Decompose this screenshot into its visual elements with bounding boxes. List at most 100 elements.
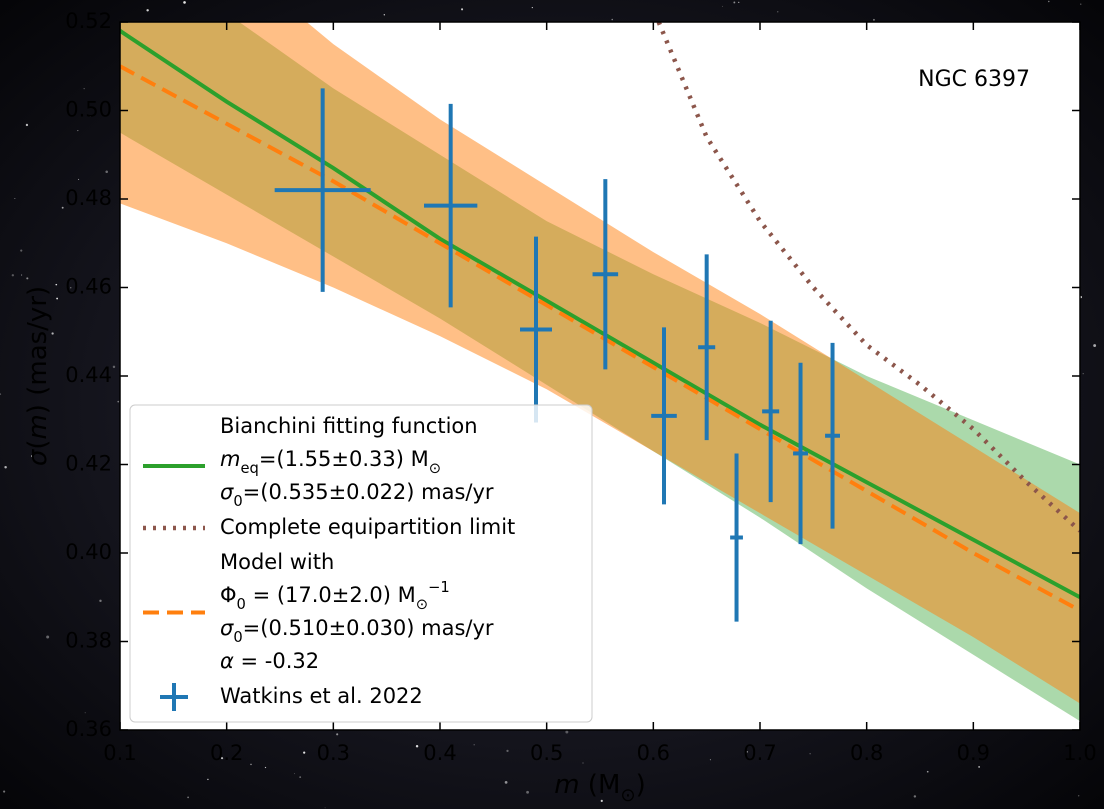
star [324,807,326,809]
star [26,277,29,280]
star [61,206,64,209]
star [14,197,16,200]
star [733,1,736,4]
legend-label: meq=(1.55±0.33) M⊙ [220,447,441,477]
star [565,730,569,734]
text-part: ( [23,440,53,450]
star [1077,795,1080,797]
star [117,400,120,403]
star [0,393,2,396]
y-tick-label: 0.52 [65,9,112,33]
star [89,115,91,117]
star [31,454,34,458]
text-part: =(1.55±0.33) M [259,447,429,471]
legend-label: Model with [220,550,334,574]
legend-box [129,404,593,723]
star [809,753,811,755]
star [51,332,54,335]
text-part: σ [23,448,53,466]
text-part: =(0.510±0.030) mas/yr [243,616,494,640]
star [303,751,306,754]
star [738,1,740,3]
star [105,170,108,174]
y-tick-label: 0.44 [65,363,112,387]
y-tick-label: 0.36 [65,717,112,741]
text-part: m [554,770,579,800]
star [506,749,509,753]
legend-label: Watkins et al. 2022 [220,684,423,708]
x-tick-label: 0.1 [103,741,136,765]
x-tick-label: 0.2 [210,741,243,765]
star [1048,0,1050,3]
text-part: Watkins et al. 2022 [220,684,423,708]
legend-label: Φ0 = (17.0±2.0) M⊙−1 [220,579,450,613]
y-tick-label: 0.50 [65,98,112,122]
text-part: m [220,447,240,471]
star [722,5,723,7]
star [187,796,189,799]
star [926,770,929,773]
star [611,18,613,21]
text-part: 0 [233,629,242,646]
text-part: Complete equipartition limit [220,515,515,539]
text-part: σ [220,480,234,504]
star [77,130,79,132]
x-tick-label: 0.9 [957,741,990,765]
x-tick-label: 0.8 [850,741,883,765]
star [461,8,464,11]
text-part: =(0.535±0.022) mas/yr [243,480,494,504]
star [709,759,711,761]
star [78,178,80,181]
star [336,733,339,736]
text-part: = (17.0±2.0) M [246,583,416,607]
confidence-band [120,22,1080,704]
legend-label: α = -0.32 [220,649,319,673]
star [1080,3,1082,5]
x-tick-label: 0.6 [637,741,670,765]
y-tick-label: 0.40 [65,540,112,564]
star [746,751,748,753]
y-tick-label: 0.42 [65,452,112,476]
star [526,790,529,794]
x-tick-label: 0.5 [530,741,563,765]
star [146,9,149,12]
star [20,249,23,252]
star [582,762,584,764]
star [112,365,116,369]
y-tick-label: 0.48 [65,186,112,210]
star [83,88,85,90]
text-part: ⊙ [429,460,441,477]
legend-label: Complete equipartition limit [220,515,515,539]
star [1082,373,1084,375]
y-axis-label: σ(m) (mas/yr) [23,286,53,466]
star [3,790,6,793]
star [25,123,29,127]
star [1093,344,1097,347]
text-part: 0 [233,493,242,510]
star [294,773,295,775]
x-tick-label: 0.7 [743,741,776,765]
legend-label: σ0=(0.535±0.022) mas/yr [220,480,494,510]
y-tick-label: 0.46 [65,275,112,299]
star [207,778,209,781]
text-part: eq [240,460,258,477]
text-part: −1 [428,579,450,596]
text-part: ) (mas/yr) [23,286,53,414]
x-tick-label: 1.0 [1063,741,1096,765]
star [777,11,779,13]
text-part: (M [580,770,621,800]
text-part: σ [220,616,234,640]
legend-label: Bianchini fitting function [220,414,478,438]
star [183,1,186,4]
star [84,712,86,714]
star [473,744,475,746]
x-tick-label: 0.3 [317,741,350,765]
text-part: = -0.32 [234,649,319,673]
star [46,635,50,639]
star [4,465,7,469]
star [56,297,59,300]
star [55,283,58,286]
star [873,18,875,21]
text-part: ⊙ [620,785,635,806]
